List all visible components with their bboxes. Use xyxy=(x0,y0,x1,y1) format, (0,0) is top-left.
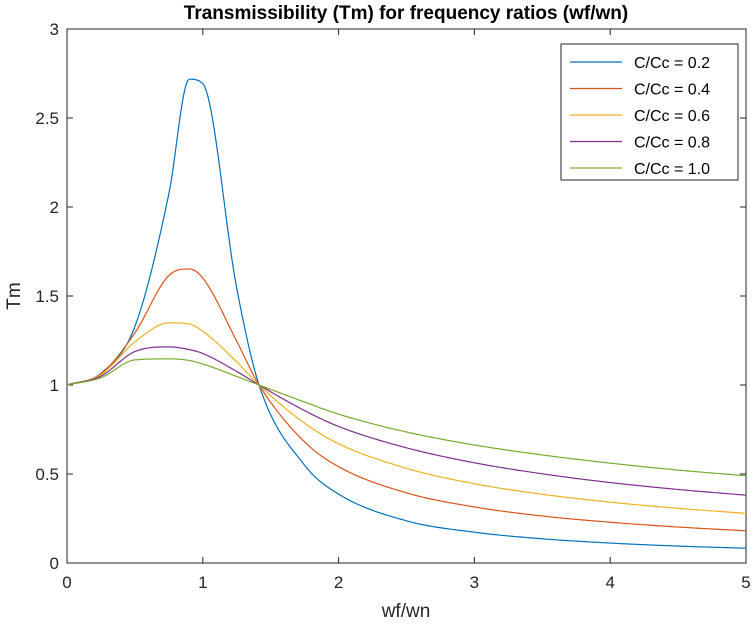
x-tick-label: 3 xyxy=(470,573,479,592)
series-line-5 xyxy=(67,358,746,477)
y-axis-label: Tm xyxy=(4,282,25,309)
series-line-3 xyxy=(67,322,746,514)
y-tick-label: 2.5 xyxy=(35,109,59,128)
x-tick-label: 0 xyxy=(62,573,71,592)
series-line-4 xyxy=(67,346,746,496)
legend-box xyxy=(560,43,739,181)
series-lines xyxy=(67,78,746,549)
x-tick-label: 4 xyxy=(605,573,614,592)
legend-label-2: C/Cc = 0.4 xyxy=(634,82,710,99)
legend-label-3: C/Cc = 0.6 xyxy=(634,108,710,125)
series-line-1 xyxy=(67,78,746,549)
x-tick-label: 5 xyxy=(741,573,750,592)
chart-title: Transmissibility (Tm) for frequency rati… xyxy=(184,3,628,24)
y-tick-label: 1.5 xyxy=(35,287,59,306)
x-tick-label: 2 xyxy=(334,573,343,592)
legend-label-4: C/Cc = 0.8 xyxy=(634,135,710,152)
y-tick-label: 0.5 xyxy=(35,465,59,484)
legend-label-1: C/Cc = 0.2 xyxy=(634,55,710,72)
series-line-2 xyxy=(67,268,746,532)
y-tick-label: 3 xyxy=(50,20,59,39)
y-tick-label: 1 xyxy=(50,376,59,395)
y-tick-label: 2 xyxy=(50,198,59,217)
x-tick-label: 1 xyxy=(198,573,207,592)
axis-ticks xyxy=(66,28,747,564)
tick-labels: 0 1 2 3 4 5 0 0.5 1 1.5 2 2.5 3 xyxy=(35,20,750,592)
x-axis-label: wf/wn xyxy=(381,601,431,622)
y-tick-label: 0 xyxy=(50,554,59,573)
legend-label-5: C/Cc = 1.0 xyxy=(634,161,710,178)
legend: C/Cc = 0.2 C/Cc = 0.4 C/Cc = 0.6 C/Cc = 0.8… xyxy=(560,43,739,181)
